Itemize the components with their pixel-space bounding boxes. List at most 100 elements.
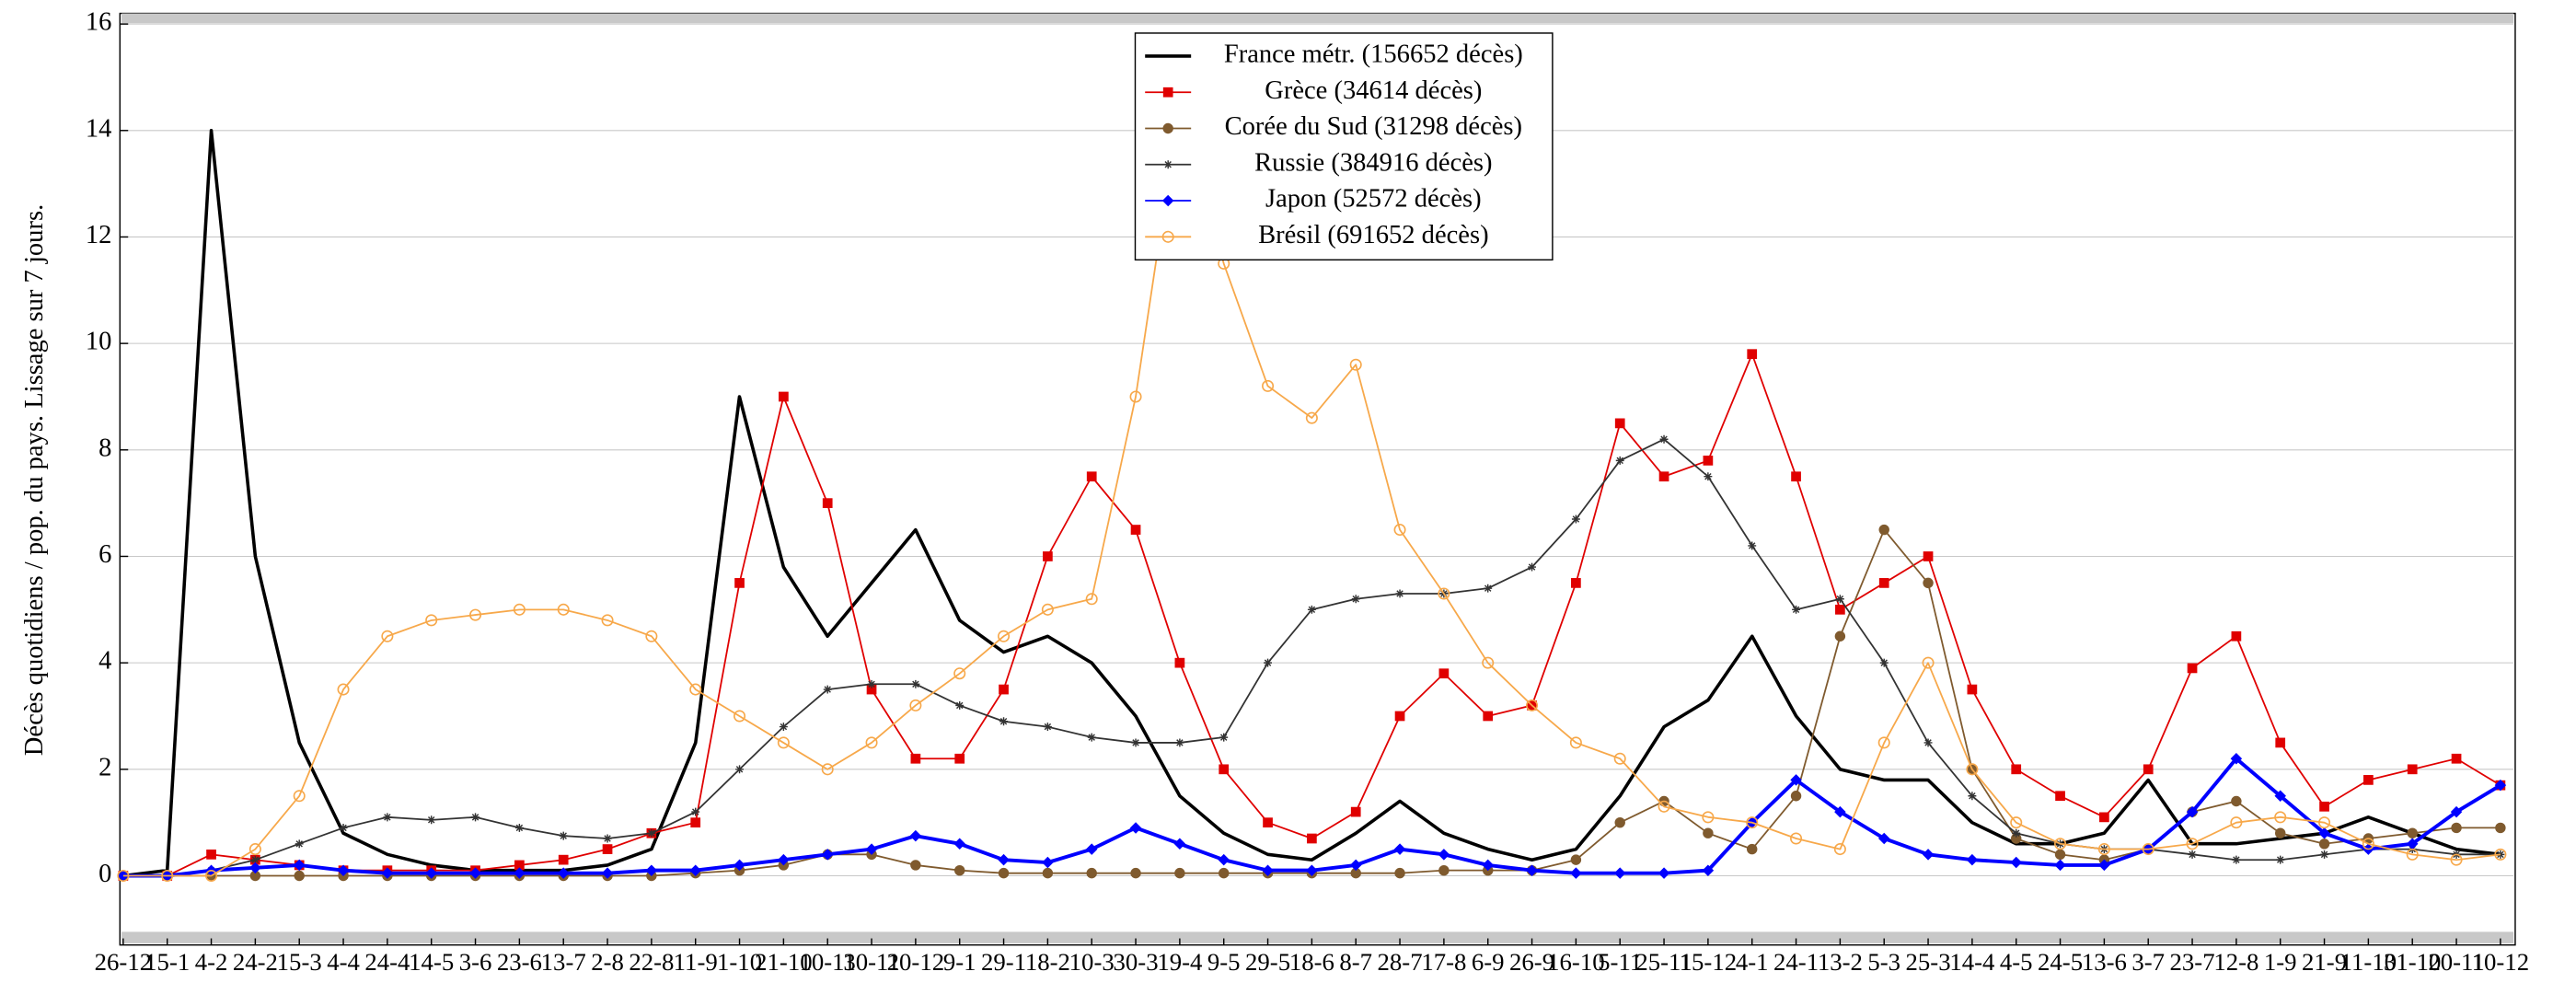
marker: [1129, 822, 1142, 834]
marker: [822, 498, 833, 508]
x-tick-label: 24-1: [1773, 948, 1819, 976]
marker: [865, 736, 878, 749]
marker: [117, 869, 130, 883]
x-tick-label: 13-6: [2082, 948, 2127, 976]
legend-label: Japon (52572 décès): [1265, 185, 1482, 214]
x-tick-label: 23-7: [2170, 948, 2215, 976]
marker: [1043, 723, 1052, 732]
marker: [1571, 515, 1580, 524]
marker: [2451, 753, 2462, 764]
marker: [645, 864, 658, 876]
y-tick-label: 2: [98, 753, 111, 781]
marker: [1966, 763, 1979, 776]
marker: [1923, 577, 1934, 589]
marker: [1526, 864, 1538, 876]
marker: [1350, 806, 1361, 817]
x-tick-label: 5-11: [1598, 948, 1642, 976]
marker: [1747, 843, 1758, 855]
marker: [250, 855, 260, 864]
marker: [2406, 848, 2419, 861]
marker: [1307, 833, 1317, 844]
marker: [689, 683, 702, 696]
marker: [1570, 854, 1582, 865]
marker: [1878, 578, 1889, 588]
x-tick-label: 3-7: [2131, 948, 2165, 976]
marker: [734, 578, 745, 588]
marker: [2098, 859, 2110, 872]
marker: [910, 753, 921, 764]
marker: [2407, 827, 2418, 838]
marker: [2274, 790, 2286, 802]
marker: [558, 854, 569, 865]
marker: [1791, 471, 1801, 482]
marker: [1923, 738, 1933, 747]
y-tick-label: 14: [86, 114, 112, 143]
x-tick-label: 8-7: [1339, 948, 1372, 976]
marker: [1879, 658, 1889, 667]
marker: [1219, 867, 1230, 879]
x-tick-label: 12-8: [2213, 948, 2258, 976]
marker: [1967, 684, 1978, 695]
x-tick-label: 25-3: [1906, 948, 1951, 976]
marker: [2231, 795, 2242, 807]
marker: [2010, 856, 2022, 869]
marker: [2318, 838, 2330, 850]
marker: [1438, 668, 1450, 679]
x-tick-label: 25-11: [1635, 948, 1692, 976]
legend-label: France métr. (156652 décès): [1224, 40, 1523, 69]
marker: [1923, 551, 1934, 561]
x-tick-label: 29-5: [1245, 948, 1290, 976]
marker: [734, 710, 746, 723]
marker: [1087, 733, 1096, 742]
marker: [1162, 122, 1173, 134]
marker: [1438, 849, 1450, 861]
marker: [1394, 711, 1405, 722]
marker: [248, 843, 261, 856]
x-tick-label: 11-9: [674, 948, 718, 976]
marker: [2054, 849, 2066, 861]
marker: [514, 823, 524, 832]
marker: [469, 867, 481, 879]
marker: [1922, 849, 1935, 861]
marker: [823, 685, 832, 694]
x-tick-label: 4-2: [195, 948, 228, 976]
x-tick-label: 10-12: [2472, 948, 2529, 976]
marker: [647, 828, 656, 838]
x-tick-label: 13-7: [541, 948, 586, 976]
marker: [427, 815, 436, 825]
marker: [557, 603, 570, 616]
marker: [1658, 867, 1670, 879]
x-tick-label: 31-10: [2384, 948, 2441, 976]
marker: [1173, 838, 1186, 850]
marker: [381, 867, 394, 879]
x-tick-label: 20-12: [887, 948, 944, 976]
marker: [691, 807, 700, 816]
marker: [1086, 471, 1097, 482]
x-tick-label: 11-10: [2340, 948, 2397, 976]
marker: [1161, 194, 1174, 207]
legend-box: [1134, 32, 1554, 261]
marker: [1834, 805, 1846, 818]
marker: [865, 843, 878, 855]
bottom-band: [121, 931, 2514, 943]
marker: [954, 864, 965, 876]
marker: [2054, 838, 2067, 850]
x-tick-label: 4-1: [1736, 948, 1769, 976]
marker: [1613, 867, 1626, 879]
marker: [1219, 733, 1229, 742]
marker: [1570, 867, 1582, 879]
marker: [1482, 859, 1494, 872]
y-tick-label: 6: [98, 540, 111, 569]
x-tick-label: 23-6: [497, 948, 542, 976]
x-tick-label: 24-2: [233, 948, 278, 976]
marker: [1790, 774, 1802, 786]
x-tick-label: 9-5: [1207, 948, 1241, 976]
marker: [1702, 864, 1715, 876]
x-tick-label: 21-10: [755, 948, 812, 976]
x-tick-label: 10-11: [799, 948, 855, 976]
marker: [603, 834, 612, 843]
marker: [999, 717, 1009, 726]
marker: [339, 823, 348, 832]
marker: [513, 603, 526, 616]
x-tick-label: 14-4: [1949, 948, 1994, 976]
